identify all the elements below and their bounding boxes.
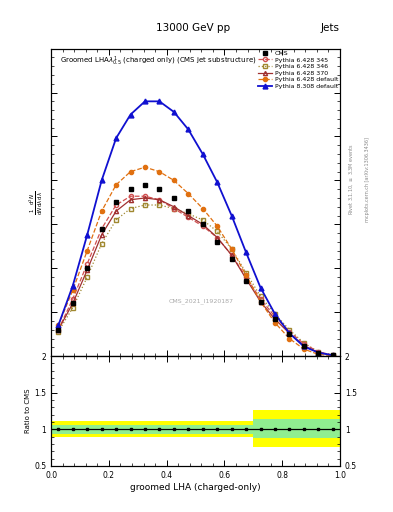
Text: 13000 GeV pp: 13000 GeV pp: [156, 23, 230, 33]
Y-axis label: Ratio to CMS: Ratio to CMS: [25, 389, 31, 433]
Text: Groomed LHA$\lambda^1_{0.5}$ (charged only) (CMS jet substructure): Groomed LHA$\lambda^1_{0.5}$ (charged on…: [60, 55, 256, 68]
Text: Jets: Jets: [321, 23, 340, 33]
Bar: [253, 419, 340, 438]
Text: mcplots.cern.ch [arXiv:1306.3436]: mcplots.cern.ch [arXiv:1306.3436]: [365, 137, 370, 222]
Bar: [51, 421, 253, 437]
Y-axis label: $\frac{1}{\mathrm{d}N}\frac{\mathrm{d}^2N}{\mathrm{d}\lambda\,\mathrm{d}\lambda}: $\frac{1}{\mathrm{d}N}\frac{\mathrm{d}^2…: [28, 190, 45, 215]
Bar: [253, 410, 340, 447]
X-axis label: groomed LHA (charged-only): groomed LHA (charged-only): [130, 482, 261, 492]
Legend: CMS, Pythia 6.428 345, Pythia 6.428 346, Pythia 6.428 370, Pythia 6.428 default,: CMS, Pythia 6.428 345, Pythia 6.428 346,…: [259, 51, 338, 89]
Text: Rivet 3.1.10, $\geq$ 3.3M events: Rivet 3.1.10, $\geq$ 3.3M events: [348, 143, 356, 215]
Text: CMS_2021_I1920187: CMS_2021_I1920187: [169, 298, 234, 304]
Bar: [51, 425, 253, 434]
